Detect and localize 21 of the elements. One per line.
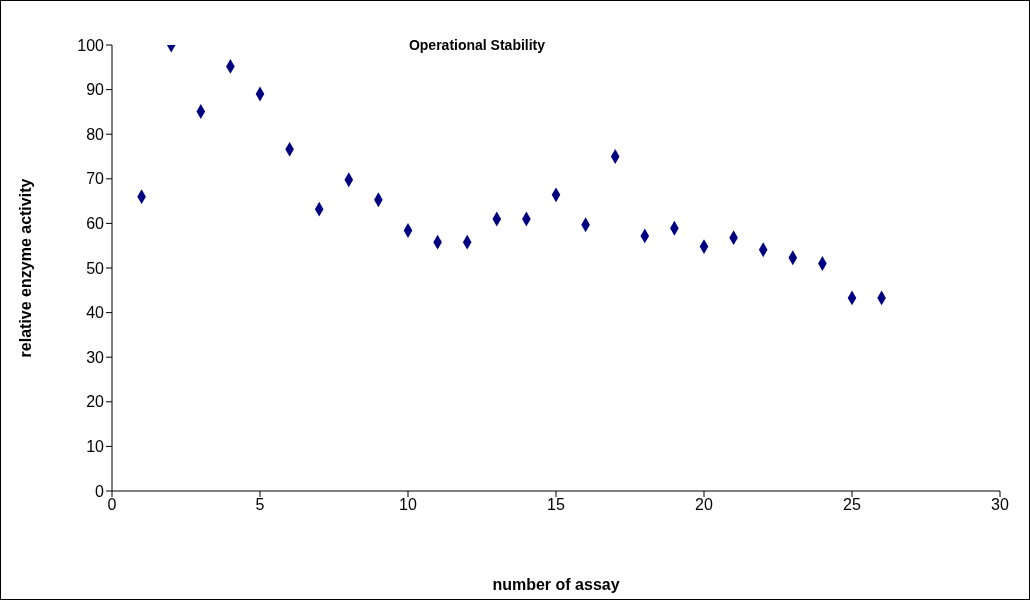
y-tick-label: 30 <box>86 348 105 366</box>
y-tick-label: 80 <box>86 125 105 143</box>
x-tick-label: 10 <box>399 496 417 514</box>
y-tick-label: 90 <box>86 81 105 99</box>
y-tick-label: 60 <box>86 215 105 233</box>
x-tick-label: 0 <box>107 496 117 514</box>
x-tick-label: 15 <box>547 496 565 514</box>
x-tick-label: 25 <box>843 496 861 514</box>
y-tick-label: 100 <box>77 36 105 54</box>
y-tick-label: 10 <box>86 438 105 456</box>
x-axis-title: number of assay <box>492 576 620 593</box>
x-tick-label: 5 <box>255 496 265 514</box>
x-tick-label: 30 <box>991 496 1009 514</box>
y-tick-label: 20 <box>86 393 105 411</box>
chart-title: Operational Stability <box>407 37 547 53</box>
y-tick-label: 50 <box>86 259 105 277</box>
y-axis-title: relative enzyme activity <box>16 178 34 358</box>
y-tick-label: 70 <box>86 170 105 188</box>
x-tick-label: 20 <box>695 496 713 514</box>
y-tick-label: 40 <box>86 304 105 322</box>
y-tick-label: 0 <box>95 482 105 500</box>
